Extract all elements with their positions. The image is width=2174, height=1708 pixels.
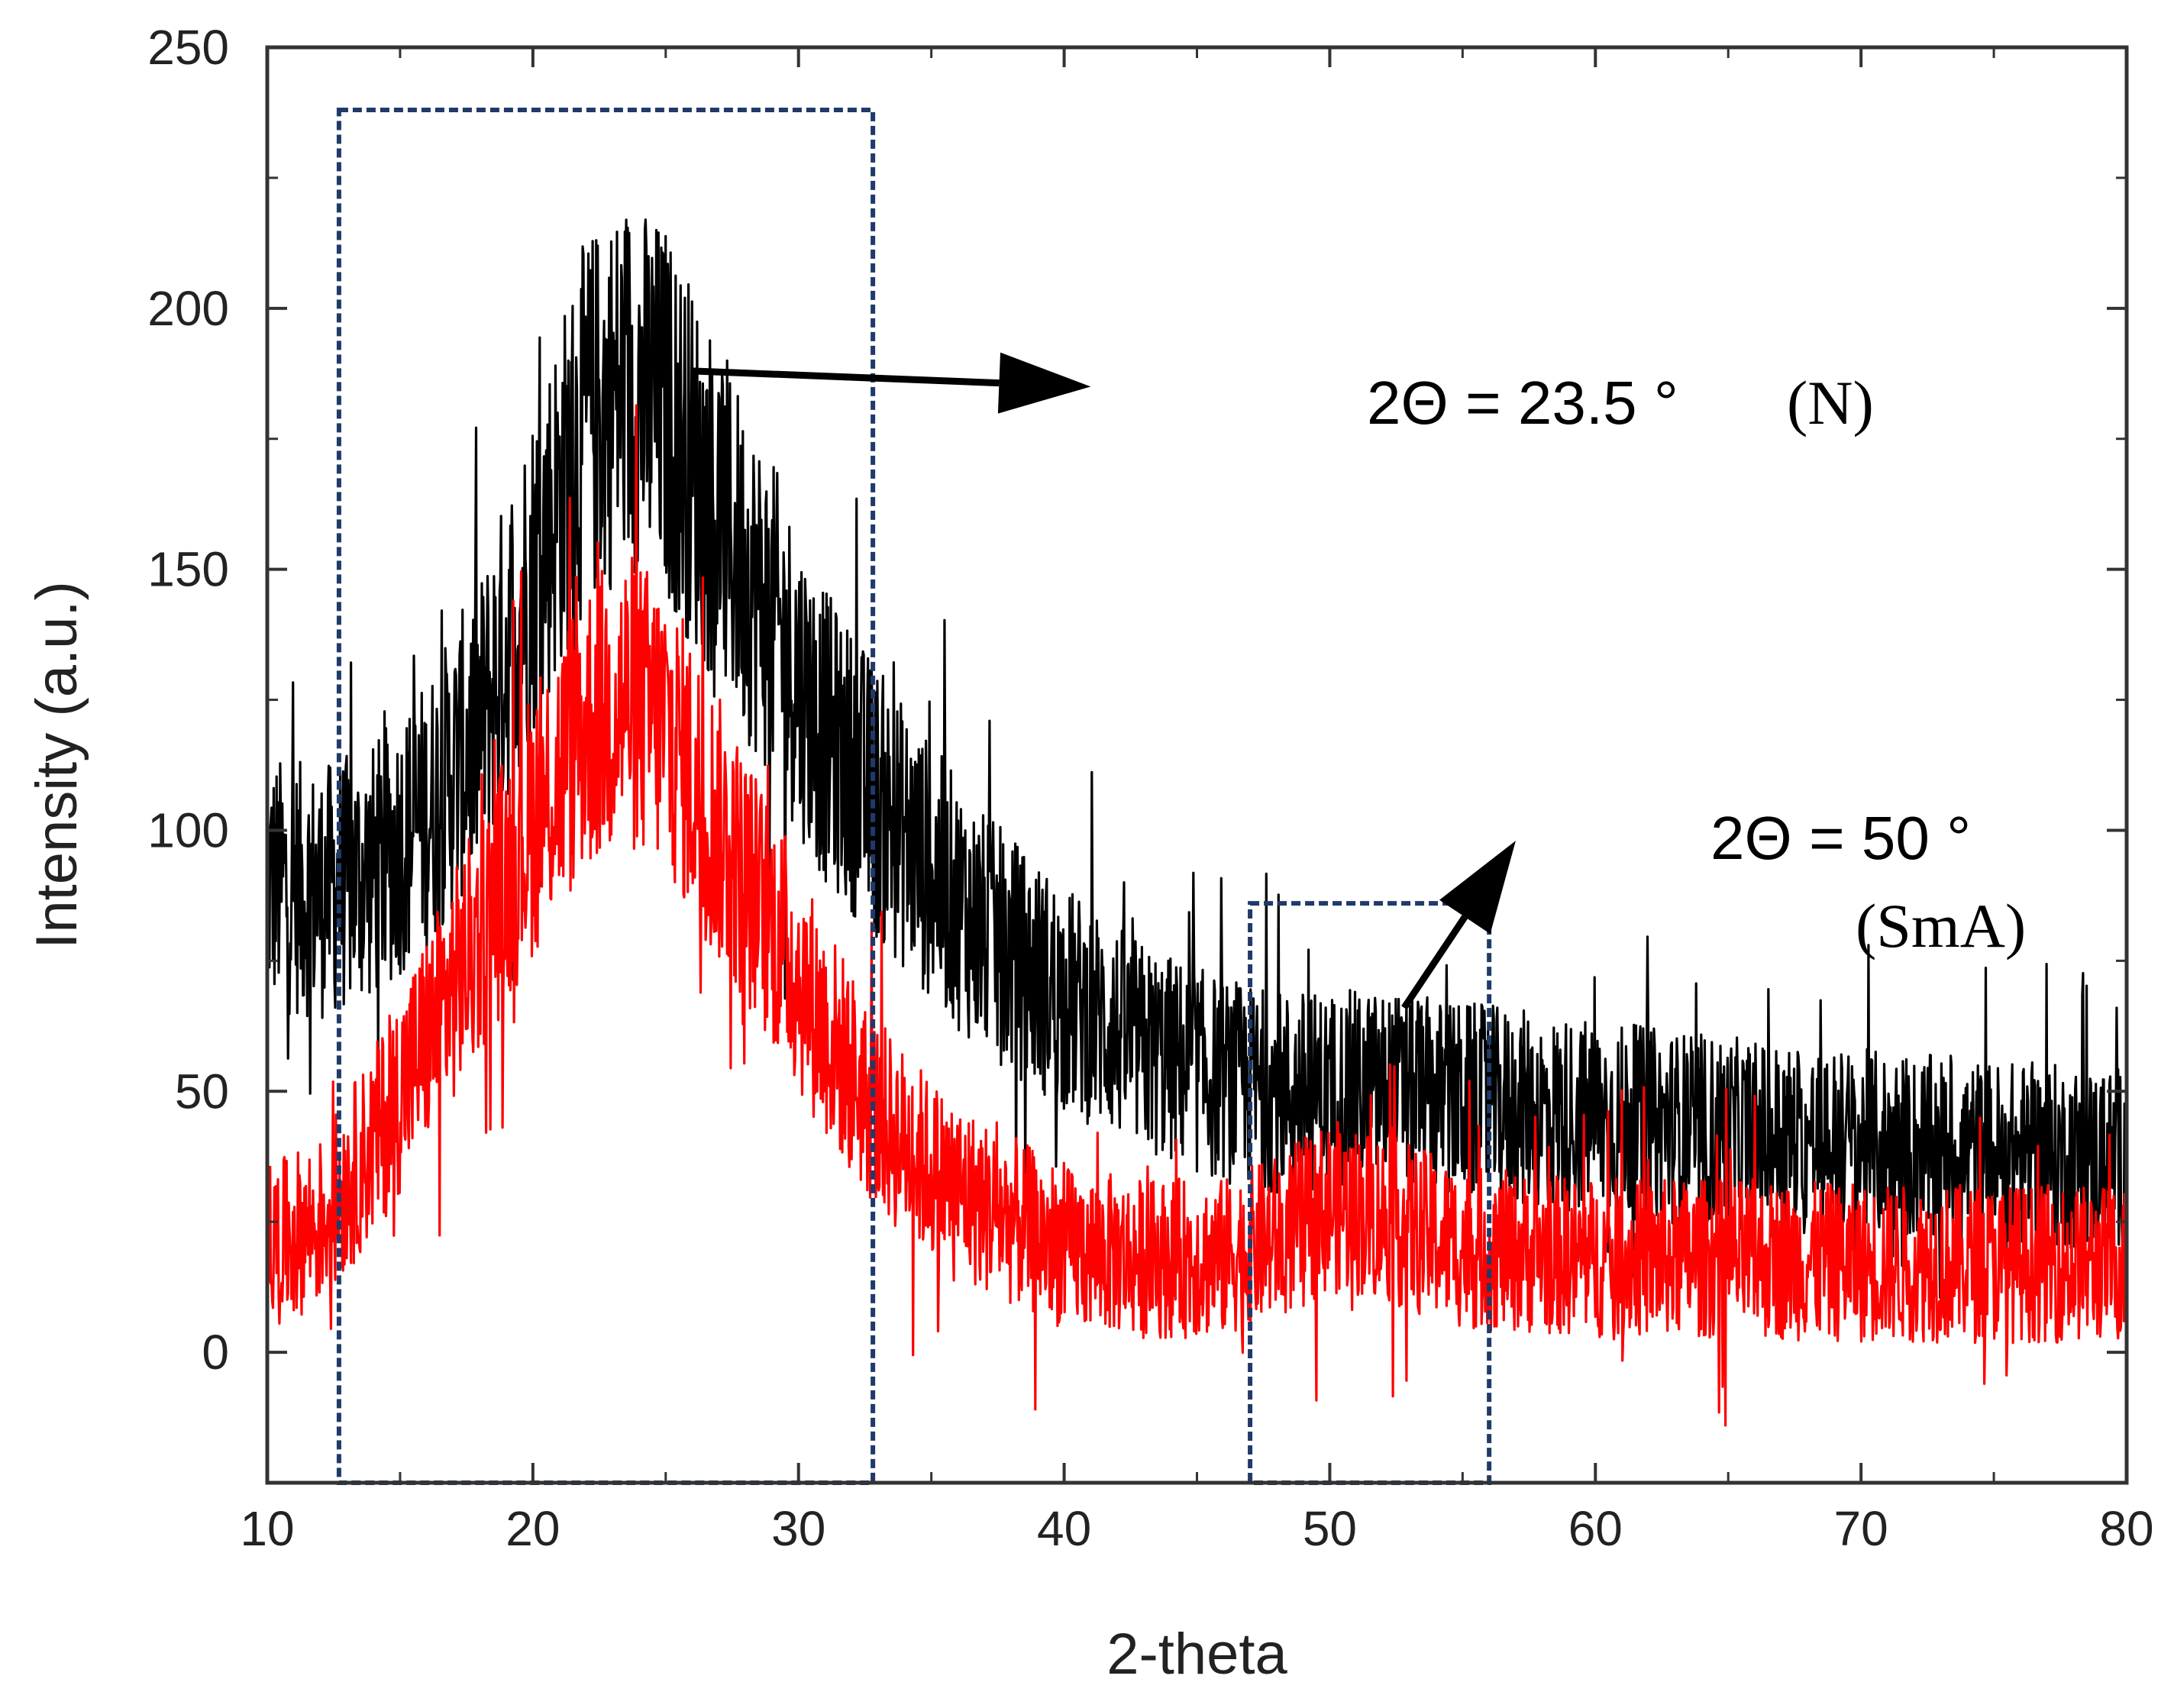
y-tick-label: 50 xyxy=(175,1064,229,1119)
x-tick-label: 40 xyxy=(1037,1501,1091,1556)
annotation-nematic-angle: 2Θ = 23.5 ° xyxy=(1367,369,1678,437)
x-tick-label: 80 xyxy=(2099,1501,2153,1556)
arrow-nematic-line xyxy=(692,367,1000,387)
arrow-smectic-line xyxy=(1401,915,1468,1010)
x-tick-label: 50 xyxy=(1303,1501,1357,1556)
annotations-layer: 2Θ = 23.5 ° (N) 2Θ = 50 ° (SmA) xyxy=(692,352,2026,1010)
x-tick-label: 70 xyxy=(1834,1501,1888,1556)
y-tick-label: 100 xyxy=(147,802,229,857)
y-tick-label: 250 xyxy=(147,20,229,75)
x-tick-label: 20 xyxy=(506,1501,560,1556)
x-axis-title: 2-theta xyxy=(1106,1622,1287,1687)
ticks-layer: 10 20 30 40 50 60 70 80 0 50 100 150 200 250 xyxy=(147,20,2153,1556)
arrow-nematic-head xyxy=(997,352,1091,414)
x-tick-label: 60 xyxy=(1568,1501,1623,1556)
series-red-line xyxy=(266,404,2128,1427)
arrow-smectic-head xyxy=(1439,841,1516,935)
y-tick-label: 200 xyxy=(147,281,229,336)
x-tick-label: 10 xyxy=(240,1501,294,1556)
annotation-nematic-label: (N) xyxy=(1787,368,1874,437)
x-tick-label: 30 xyxy=(771,1501,825,1556)
annotation-smectic-label: (SmA) xyxy=(1856,891,2026,961)
series-black-line xyxy=(266,218,2128,1312)
y-tick-label: 150 xyxy=(147,542,229,597)
series-layer xyxy=(266,218,2128,1427)
y-axis-title: Intensity (a.u.) xyxy=(24,581,89,949)
y-tick-label: 0 xyxy=(202,1325,229,1380)
annotation-smectic-angle: 2Θ = 50 ° xyxy=(1710,804,1971,872)
